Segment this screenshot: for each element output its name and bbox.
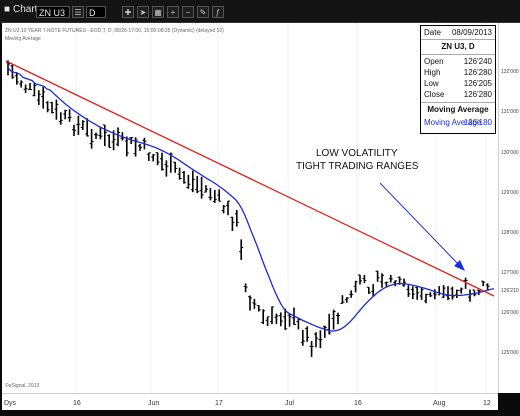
price-tick-label: 126'210 (501, 288, 519, 294)
divider (421, 54, 495, 55)
window-title: Chart (13, 4, 38, 15)
high-row: High 126'280 (424, 68, 492, 77)
price-tick-label: 131'000 (501, 109, 519, 115)
symbol-row: ZN U3, D (441, 42, 475, 51)
low-row: Low 126'205 (424, 79, 492, 88)
time-tick-label: 12 (483, 400, 491, 407)
annotation-line-1: LOW VOLATILITY (316, 148, 398, 159)
symbol-input[interactable]: ZN U3 (36, 6, 70, 18)
crosshair-icon[interactable]: ✚ (122, 6, 134, 18)
zoom-in-icon[interactable]: + (167, 6, 179, 18)
copyright: ©eSignal, 2013 (5, 382, 39, 389)
chart-window-icon: ■ (4, 4, 11, 15)
study-label: Moving Average (5, 36, 41, 42)
price-tick-label: 132'000 (501, 69, 519, 75)
moving-average-line (7, 67, 495, 332)
symbol-menu-icon[interactable]: ☰ (72, 6, 84, 18)
bar-style-icon[interactable]: ▦ (152, 6, 164, 18)
chart-description: ZN U3.10 YEAR T-NOTE FUTURES - EOD,T, D,… (5, 28, 224, 34)
open-row: Open 126'240 (424, 57, 492, 66)
price-axis-labels: 132'000 131'000 130'000 129'000 128'000 127'0… (501, 69, 519, 356)
zoom-out-icon[interactable]: − (182, 6, 194, 18)
time-tick-label: 17 (215, 400, 223, 407)
time-tick-label: Jul (285, 400, 294, 407)
chart-area[interactable]: ZN U3.10 YEAR T-NOTE FUTURES - EOD,T, D,… (2, 23, 498, 393)
interval-input[interactable]: D (86, 6, 106, 18)
time-tick-label: Aug (433, 400, 446, 407)
time-tick-label: 16 (73, 400, 81, 407)
price-chart[interactable]: ZN U3.10 YEAR T-NOTE FUTURES - EOD,T, D,… (2, 23, 498, 393)
time-tick-label: Jun (148, 400, 159, 407)
time-tick-label: 16 (354, 400, 362, 407)
close-row: Close 126'280 (424, 90, 492, 99)
price-axis[interactable]: 132'000 131'000 130'000 129'000 128'000 127'0… (498, 23, 520, 393)
price-bars (6, 60, 490, 357)
gridlines (75, 23, 487, 393)
price-tick-label: 130'000 (501, 150, 519, 156)
cursor-icon[interactable]: ➤ (137, 6, 149, 18)
ma-row: Moving Average 126'180 (424, 118, 492, 127)
ma-header: Moving Average (427, 105, 489, 114)
draw-tools-icon[interactable]: ✎ (197, 6, 209, 18)
annotation-arrowhead (454, 260, 465, 271)
axis-corner-label: Dys (4, 400, 17, 407)
divider (421, 102, 495, 103)
price-tick-label: 128'000 (501, 230, 519, 236)
title-bar: ■ Chart ZN U3 ☰ D ✚ ➤ ▦ + − ✎ ƒ (0, 0, 520, 23)
date-row: Date 08/09/2013 (424, 28, 492, 37)
price-tick-label: 127'000 (501, 270, 519, 276)
price-tick-label: 125'000 (501, 350, 519, 356)
data-window: Date 08/09/2013 ZN U3, D Open 126'240 High… (420, 25, 496, 134)
studies-icon[interactable]: ƒ (212, 6, 224, 18)
time-axis[interactable]: Dys 16 Jun 17 Jul 16 Aug 12 (2, 393, 498, 410)
price-tick-label: 129'000 (501, 190, 519, 196)
annotation-arrow (379, 182, 461, 267)
annotation-line-2: TIGHT TRADING RANGES (296, 161, 419, 172)
trendline[interactable] (5, 60, 495, 297)
time-axis-labels: Dys 16 Jun 17 Jul 16 Aug 12 (4, 400, 491, 407)
price-tick-label: 126'000 (501, 310, 519, 316)
divider (421, 39, 495, 40)
